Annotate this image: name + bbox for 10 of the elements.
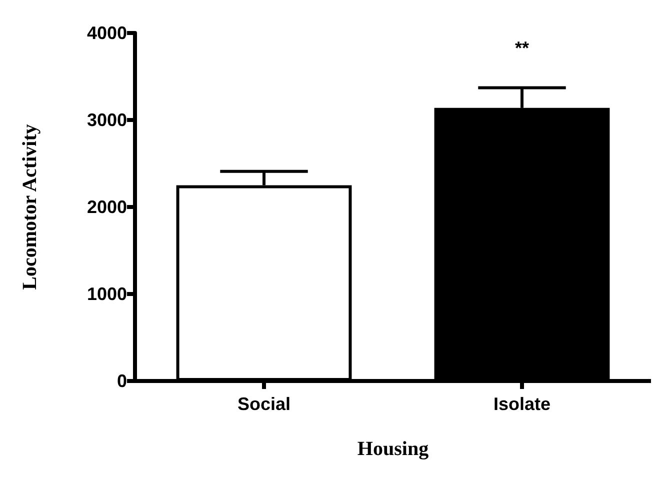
y-tick-label: 3000 <box>86 110 127 130</box>
x-axis-title: Housing <box>357 438 429 460</box>
y-tick-label: 0 <box>116 371 127 391</box>
y-axis-title: Locomotor Activity <box>19 124 41 290</box>
x-tick-label: Isolate <box>493 394 551 414</box>
x-tick-label: Social <box>237 394 291 414</box>
annotation: ** <box>514 38 530 58</box>
y-tick-label: 4000 <box>86 23 127 43</box>
y-tick-label: 2000 <box>86 197 127 217</box>
y-tick-label: 1000 <box>86 284 127 304</box>
